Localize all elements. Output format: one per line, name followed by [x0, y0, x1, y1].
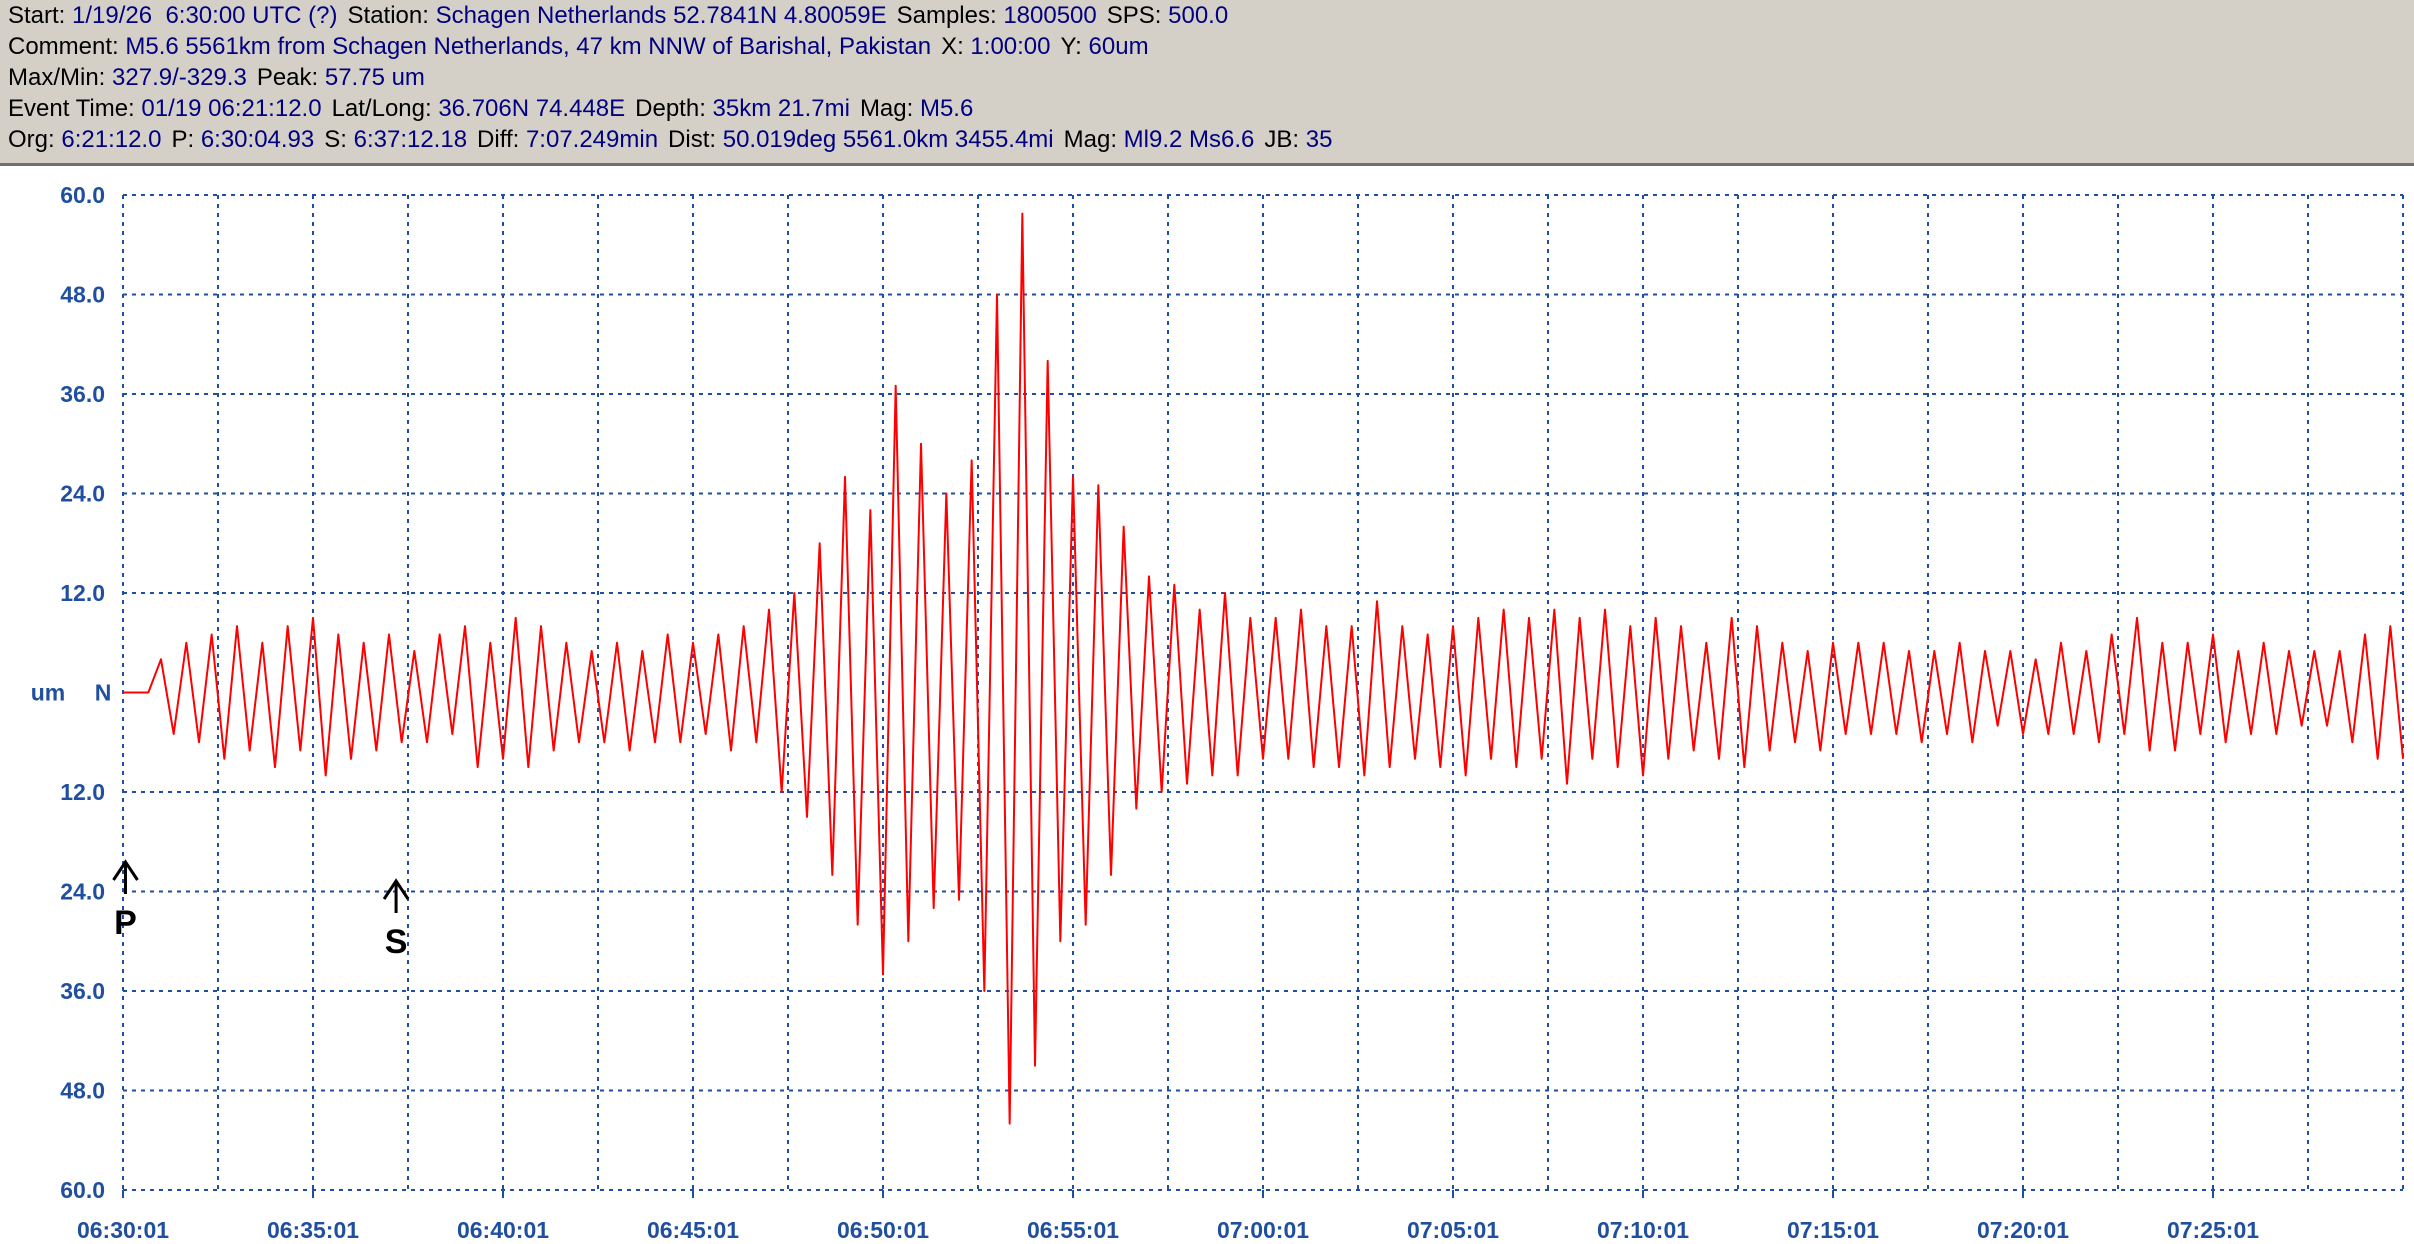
y-tick-label: 12.0: [60, 779, 105, 805]
header-value: M5.6 5561km from Schagen Netherlands, 47…: [125, 33, 932, 60]
channel-label: N: [95, 680, 112, 706]
x-tick-label: 07:00:01: [1217, 1217, 1309, 1243]
y-tick-label: 60.0: [60, 182, 105, 208]
x-tick-label: 07:20:01: [1977, 1217, 2069, 1243]
header-value: 6:30:04.93: [200, 126, 315, 153]
header-value: M5.6: [919, 95, 974, 122]
x-tick-label: 06:55:01: [1027, 1217, 1119, 1243]
header-label: Start:: [8, 2, 66, 29]
y-tick-label: 48.0: [60, 282, 105, 308]
header-label: Dist:: [668, 126, 717, 153]
y-tick-label: 12.0: [60, 580, 105, 606]
x-tick-label: 07:05:01: [1407, 1217, 1499, 1243]
x-tick-label: 06:30:01: [77, 1217, 169, 1243]
header-label: Peak:: [256, 64, 319, 91]
x-tick-label: 06:40:01: [457, 1217, 549, 1243]
header-value: 327.9/-329.3: [112, 64, 247, 91]
header-value: 57.75 um: [324, 64, 425, 91]
chart: 60.0 48.0 36.0 24.0 12.0 12.0 24.0 36.0 48.0 60.0…: [31, 182, 2404, 1243]
header-line: Event Time: 01/19 06:21:12.0 Lat/Long: 36…: [0, 93, 2414, 124]
header-label: Mag:: [1063, 126, 1117, 153]
header-line: Max/Min: 327.9/-329.3 Peak: 57.75 um: [0, 62, 2414, 93]
header-value: 35km 21.7mi: [712, 95, 850, 122]
header-label: Samples:: [896, 2, 997, 29]
x-tick-label: 06:35:01: [267, 1217, 359, 1243]
y-tick-label: 48.0: [60, 1078, 105, 1104]
header-line: Start: 1/19/26 6:30:00 UTC (?) Station: S…: [0, 0, 2414, 31]
header-value: 500.0: [1168, 2, 1229, 29]
phase-arrow: [382, 878, 410, 913]
header-label: Diff:: [477, 126, 520, 153]
header-label: Station:: [347, 2, 429, 29]
header-value: 1800500: [1003, 2, 1097, 29]
waveform: [123, 212, 2404, 1125]
x-tick-label: 07:15:01: [1787, 1217, 1879, 1243]
header-label: Lat/Long:: [331, 95, 432, 122]
header-line: Org: 6:21:12.0 P: 6:30:04.93 S: 6:37:12.18…: [0, 124, 2414, 155]
header-value: 35: [1305, 126, 1333, 153]
y-tick-label: 36.0: [60, 381, 105, 407]
phase-label: S: [385, 923, 408, 961]
header-label: P:: [171, 126, 195, 153]
header-line: Comment: M5.6 5561km from Schagen Nether…: [0, 31, 2414, 62]
header-value: 6:21:12.0: [61, 126, 162, 153]
header-label: Comment:: [8, 33, 119, 60]
header-value: 60um: [1088, 33, 1149, 60]
header-label: SPS:: [1106, 2, 1162, 29]
y-tick-label: 36.0: [60, 978, 105, 1004]
y-tick-label: 60.0: [60, 1177, 105, 1203]
header-label: Org:: [8, 126, 55, 153]
header-label: Max/Min:: [8, 64, 106, 91]
header-label: Event Time:: [8, 95, 135, 122]
header-label: S:: [324, 126, 347, 153]
header-value: 36.706N 74.448E: [438, 95, 626, 122]
header-label: Depth:: [635, 95, 706, 122]
header-value: Ml9.2 Ms6.6: [1123, 126, 1255, 153]
header-value: 1/19/26 6:30:00 UTC (?): [72, 2, 338, 29]
phase-label: P: [114, 904, 137, 942]
header: Start: 1/19/26 6:30:00 UTC (?) Station: S…: [0, 0, 2414, 166]
header-value: Schagen Netherlands 52.7841N 4.80059E: [435, 2, 887, 29]
x-tick-label: 06:50:01: [837, 1217, 929, 1243]
header-value: 7:07.249min: [525, 126, 659, 153]
x-tick-label: 06:45:01: [647, 1217, 739, 1243]
header-value: 1:00:00: [970, 33, 1051, 60]
header-value: 6:37:12.18: [353, 126, 468, 153]
header-label: Mag:: [859, 95, 914, 122]
x-tick-label: 07:25:01: [2167, 1217, 2259, 1243]
header-value: 50.019deg 5561.0km 3455.4mi: [722, 126, 1054, 153]
header-label: Y:: [1060, 33, 1082, 60]
header-label: JB:: [1264, 126, 1300, 153]
x-tick-label: 07:10:01: [1597, 1217, 1689, 1243]
header-value: 01/19 06:21:12.0: [141, 95, 322, 122]
phase-arrow: [112, 859, 139, 894]
header-label: X:: [941, 33, 964, 60]
y-tick-label: 24.0: [60, 879, 105, 905]
y-tick-label: 24.0: [60, 481, 105, 507]
y-axis-label: um: [31, 680, 66, 706]
